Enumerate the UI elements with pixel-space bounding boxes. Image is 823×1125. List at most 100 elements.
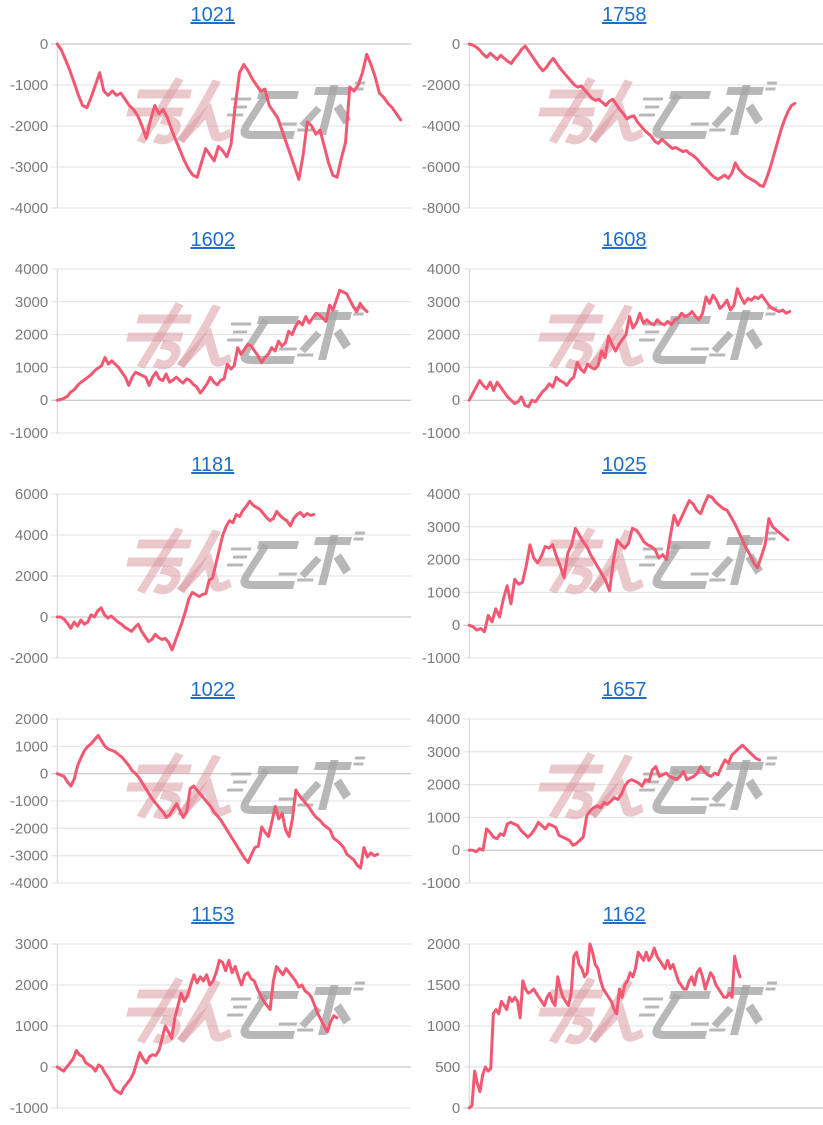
y-tick-label: 1500 (426, 977, 459, 994)
y-tick-label: 1000 (426, 809, 459, 826)
data-line (55, 958, 339, 1096)
chart-cell: 1657 4000 3000 2000 1000 0 -1000 (412, 675, 823, 900)
chart-cell: 1021 0 -1000 -2000 -3000 -4000 (0, 0, 412, 225)
y-tick-label: 0 (451, 617, 459, 634)
y-tick-label: 0 (40, 36, 48, 53)
data-line (55, 499, 316, 652)
site-logo-watermark (537, 977, 777, 1045)
y-tick-label: 4000 (15, 527, 48, 544)
y-tick-label: 2000 (15, 327, 48, 344)
line-chart: 2000 1000 0 -1000 -2000 -3000 -4000 (10, 711, 412, 892)
chart-cell: 1153 3000 2000 1000 0 -1000 (0, 900, 412, 1125)
data-line (467, 942, 742, 1110)
y-tick-label: 0 (451, 36, 459, 53)
y-tick-label: 500 (435, 1059, 460, 1076)
y-tick-label: 0 (40, 1059, 48, 1076)
y-tick-label: -4000 (421, 118, 459, 135)
chart-title-link[interactable]: 1162 (602, 904, 646, 926)
chart-title-link[interactable]: 1153 (191, 904, 235, 926)
y-tick-label: 3000 (15, 936, 48, 953)
data-line (467, 42, 796, 188)
y-tick-label: 0 (451, 1100, 459, 1117)
site-logo-watermark (126, 977, 366, 1045)
line-chart: 3000 2000 1000 0 -1000 (10, 936, 412, 1117)
line-chart: 4000 3000 2000 1000 0 -1000 (10, 261, 412, 442)
chart-cell: 1608 4000 3000 2000 1000 0 -1000 (412, 225, 823, 450)
chart-title-link[interactable]: 1602 (190, 229, 236, 251)
site-logo-watermark (126, 302, 366, 370)
y-tick-label: -2000 (421, 77, 459, 94)
y-tick-label: 2000 (15, 568, 48, 585)
y-tick-label: 4000 (426, 261, 459, 278)
chart-title-row: 1758 (412, 0, 823, 32)
y-tick-label: 2000 (426, 777, 459, 794)
y-tick-label: 6000 (15, 486, 48, 503)
chart-title-link[interactable]: 1608 (602, 229, 647, 251)
line-chart: 6000 4000 2000 0 -2000 (10, 486, 412, 667)
y-tick-label: 1000 (426, 584, 459, 601)
y-tick-label: -1000 (421, 875, 459, 892)
y-tick-label: 3000 (426, 519, 459, 536)
chart-title-link[interactable]: 1025 (602, 454, 647, 476)
chart-cell: 1025 4000 3000 2000 1000 0 -1000 (412, 450, 823, 675)
chart-cell: 1758 0 -2000 -4000 -6000 -8000 (412, 0, 823, 225)
y-tick-label: -6000 (421, 159, 459, 176)
y-tick-label: -2000 (10, 650, 48, 667)
y-tick-label: 1000 (426, 1018, 459, 1035)
site-logo-watermark (126, 527, 366, 595)
data-line (467, 743, 761, 854)
data-line (55, 42, 403, 181)
y-tick-label: 2000 (426, 552, 459, 569)
y-tick-label: 1000 (426, 359, 459, 376)
y-tick-label: 1000 (15, 359, 48, 376)
chart-cell: 1022 2000 1000 0 -1000 -2000 -3000 -4000 (0, 675, 412, 900)
chart-title-row: 1153 (0, 900, 412, 932)
y-tick-label: -1000 (421, 425, 459, 442)
chart-title-row: 1657 (412, 675, 823, 707)
y-tick-label: 2000 (15, 711, 48, 728)
y-tick-label: 4000 (426, 711, 459, 728)
chart-title-link[interactable]: 1657 (602, 679, 647, 701)
y-tick-label: -8000 (421, 200, 459, 217)
y-tick-label: 0 (40, 392, 48, 409)
y-tick-label: 2000 (426, 936, 459, 953)
y-tick-label: -3000 (10, 848, 48, 865)
y-tick-label: 2000 (15, 977, 48, 994)
y-tick-label: -1000 (10, 793, 48, 810)
data-line (55, 733, 380, 870)
chart-title-link[interactable]: 1021 (190, 4, 236, 26)
chart-title-row: 1021 (0, 0, 412, 32)
site-logo-watermark (537, 752, 777, 820)
y-tick-label: -2000 (10, 820, 48, 837)
chart-title-row: 1162 (412, 900, 823, 932)
y-tick-label: 3000 (426, 294, 459, 311)
y-tick-label: 0 (40, 766, 48, 783)
y-tick-label: -1000 (10, 425, 48, 442)
line-chart: 4000 3000 2000 1000 0 -1000 (421, 261, 823, 442)
y-tick-label: -3000 (10, 159, 48, 176)
y-tick-label: -4000 (10, 875, 48, 892)
y-tick-label: 2000 (426, 327, 459, 344)
chart-title-link[interactable]: 1022 (190, 679, 236, 701)
chart-title-row: 1181 (0, 450, 412, 482)
y-tick-label: 0 (40, 609, 48, 626)
y-tick-label: 0 (451, 392, 459, 409)
data-line (467, 287, 791, 409)
data-line (55, 288, 369, 402)
chart-title-link[interactable]: 1181 (191, 454, 235, 476)
chart-cell: 1602 4000 3000 2000 1000 0 -1000 (0, 225, 412, 450)
site-logo-watermark (537, 302, 777, 370)
y-tick-label: 1000 (15, 1018, 48, 1035)
chart-title-row: 1602 (0, 225, 412, 257)
chart-title-link[interactable]: 1758 (602, 4, 647, 26)
y-tick-label: -1000 (10, 77, 48, 94)
data-line (467, 494, 789, 634)
line-chart: 0 -2000 -4000 -6000 -8000 (421, 36, 823, 217)
site-logo-watermark (537, 77, 777, 145)
chart-title-row: 1025 (412, 450, 823, 482)
y-tick-label: 3000 (426, 744, 459, 761)
y-tick-label: -1000 (10, 1100, 48, 1117)
y-tick-label: 1000 (15, 738, 48, 755)
y-tick-label: -2000 (10, 118, 48, 135)
